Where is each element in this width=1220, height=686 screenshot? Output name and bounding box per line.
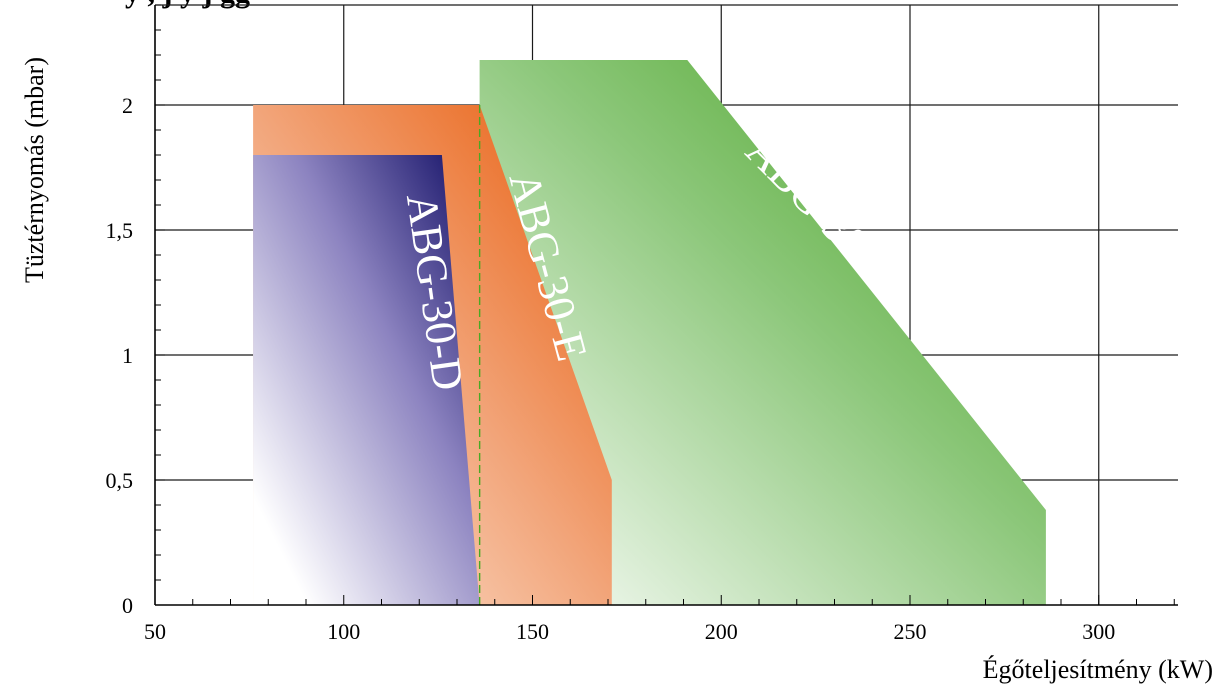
- x-tick-label: 200: [705, 619, 738, 644]
- region-abg-30: [479, 60, 1046, 605]
- x-tick-label: 150: [516, 619, 549, 644]
- ticks: 50 100 150 200 250 300 0 0,5 1 1,5 2: [106, 4, 1175, 644]
- x-tick-label: 300: [1082, 619, 1115, 644]
- y-tick-label: 1: [122, 343, 133, 368]
- regions: [253, 60, 1046, 605]
- x-tick-label: 100: [327, 619, 360, 644]
- region-abg-30-d: [253, 155, 480, 605]
- y-tick-label: 0,5: [106, 468, 134, 493]
- y-axis-title: Tüztérnyomás (mbar): [20, 57, 49, 283]
- y-tick-label: 1,5: [106, 218, 134, 243]
- y-tick-label: 2: [122, 93, 133, 118]
- y-tick-label: 0: [122, 593, 133, 618]
- x-tick-label: 250: [894, 619, 927, 644]
- x-axis-title: Égőteljesítmény (kW): [983, 655, 1213, 684]
- x-tick-label: 50: [144, 619, 166, 644]
